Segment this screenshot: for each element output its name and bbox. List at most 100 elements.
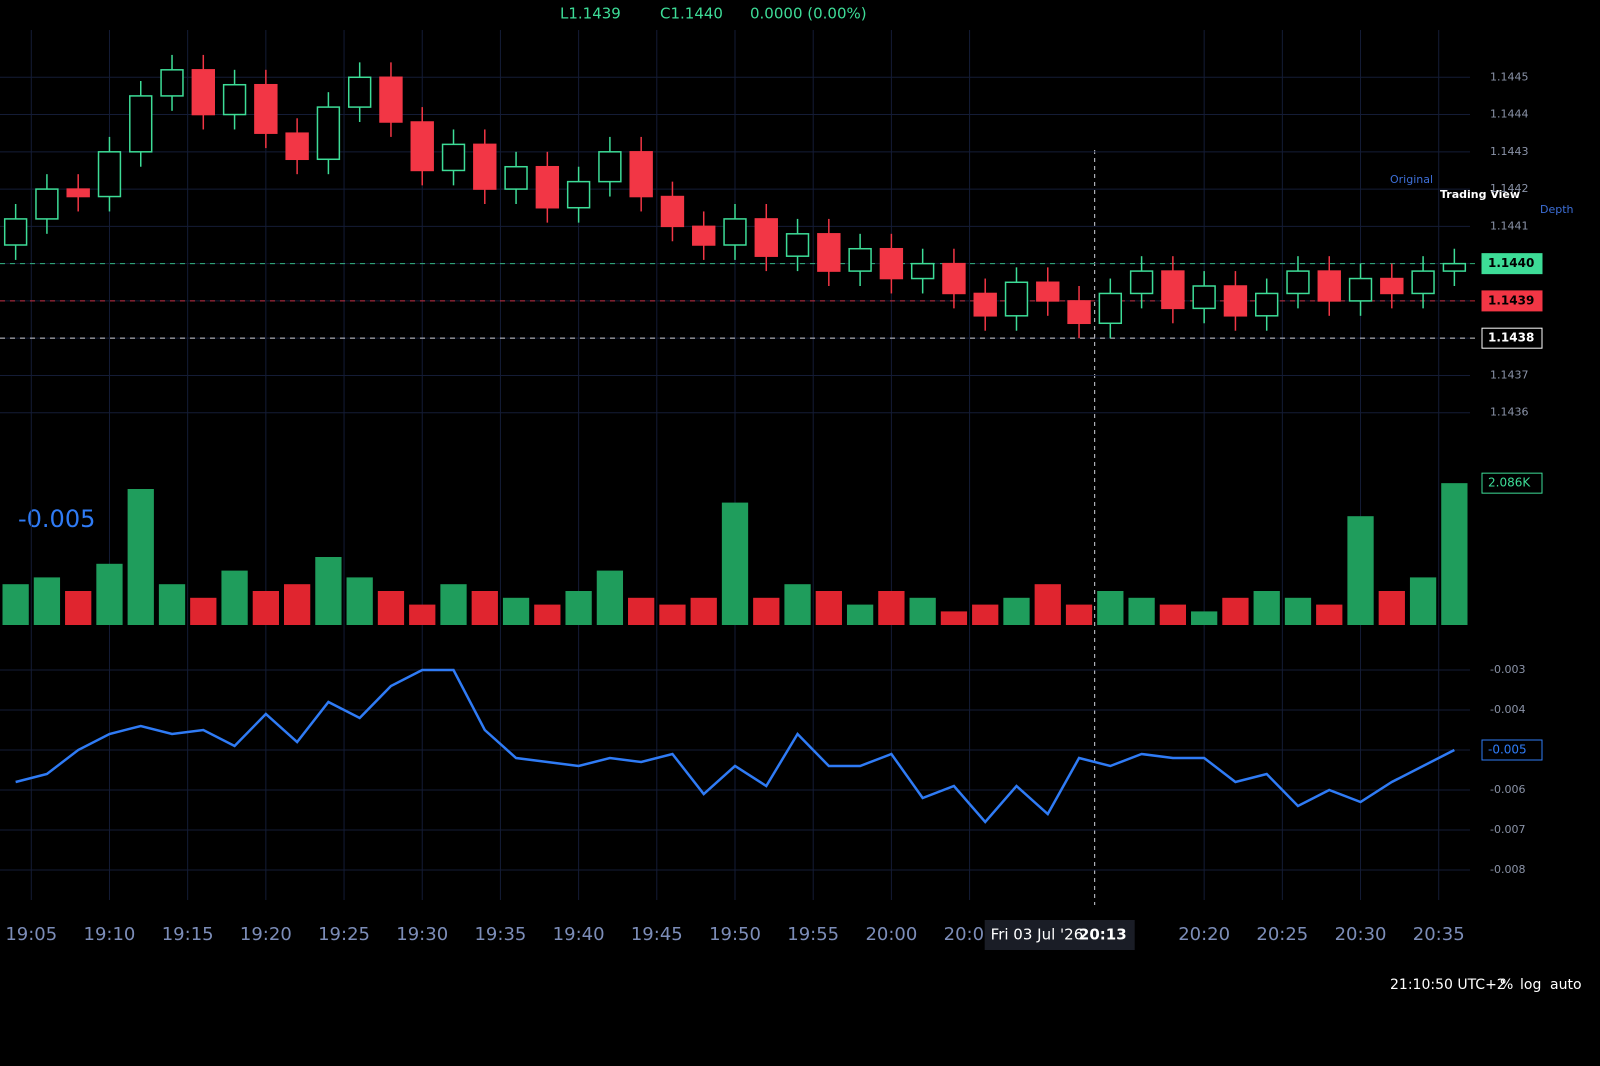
volume-bar bbox=[846, 604, 874, 625]
time-tick-label: 19:05 bbox=[5, 924, 57, 945]
candle-body bbox=[1380, 277, 1404, 295]
price-label: 1.1438 bbox=[1488, 331, 1534, 345]
volume-bar bbox=[127, 489, 154, 625]
candle-body bbox=[629, 151, 653, 198]
candle-body bbox=[504, 165, 528, 190]
candle-body bbox=[1286, 270, 1310, 295]
percent-button[interactable]: % bbox=[1500, 977, 1513, 993]
volume-label-box bbox=[1481, 472, 1543, 494]
volume-bar bbox=[96, 563, 123, 625]
volume-bar bbox=[2, 584, 29, 625]
volume-bar bbox=[1253, 591, 1280, 625]
indicator-tick-label: -0.008 bbox=[1490, 863, 1525, 876]
volume-bar bbox=[565, 591, 592, 625]
crosshair-time-box bbox=[984, 920, 1135, 950]
price-tick-label: 1.1443 bbox=[1490, 145, 1529, 158]
price-label: 1.1440 bbox=[1488, 256, 1534, 270]
candle-body bbox=[1255, 292, 1279, 317]
volume-bar bbox=[784, 584, 811, 625]
time-tick-label: 19:55 bbox=[787, 924, 839, 945]
log-button[interactable]: log bbox=[1520, 977, 1541, 993]
volume-bar bbox=[1284, 597, 1312, 625]
candle-body bbox=[316, 106, 341, 161]
volume-bar bbox=[315, 557, 342, 625]
candle-body bbox=[254, 83, 278, 134]
candle-body bbox=[1223, 285, 1248, 317]
candle-body bbox=[379, 76, 403, 123]
time-tick-label: 19:15 bbox=[162, 924, 214, 945]
candle-body bbox=[1442, 262, 1467, 272]
candle-body bbox=[879, 247, 904, 280]
candle-body bbox=[723, 218, 747, 246]
volume-bar bbox=[628, 597, 655, 625]
candle-body bbox=[160, 69, 184, 97]
volume-bar bbox=[1222, 597, 1249, 625]
ohlc-header: L1.1439 C1.1440 0.0000 (0.00%) bbox=[560, 5, 867, 23]
candle-body bbox=[1192, 285, 1216, 310]
time-tick-label: 19:45 bbox=[631, 924, 683, 945]
candle-body bbox=[848, 247, 872, 272]
time-tick-label: 19:20 bbox=[240, 924, 292, 945]
time-tick-label: 20:20 bbox=[1178, 924, 1230, 945]
price-tick-label: 1.1445 bbox=[1490, 70, 1529, 83]
volume-bar bbox=[502, 597, 530, 625]
volume-bar bbox=[909, 597, 936, 625]
ohlc-close: C1.1440 bbox=[660, 5, 723, 23]
candle-body bbox=[1098, 292, 1123, 325]
time-tick-label: 20:05 bbox=[944, 924, 996, 945]
volume-bar bbox=[409, 604, 436, 625]
price-label: 1.1439 bbox=[1488, 293, 1534, 307]
indicator-tick-label: -0.004 bbox=[1490, 703, 1525, 716]
price-tick-label: 1.1441 bbox=[1490, 219, 1529, 232]
indicator-tick-label: -0.006 bbox=[1490, 783, 1525, 796]
volume-bar bbox=[283, 584, 311, 625]
volume-bar bbox=[1034, 584, 1061, 625]
volume-bar bbox=[1097, 591, 1124, 625]
tab-trading-view[interactable]: Trading View bbox=[1440, 188, 1520, 201]
price-label-box bbox=[1481, 253, 1543, 275]
auto-button[interactable]: auto bbox=[1550, 977, 1582, 993]
candle-body bbox=[222, 83, 247, 116]
time-tick-label: 19:40 bbox=[553, 924, 605, 945]
volume-bar bbox=[1128, 597, 1155, 625]
volume-bar bbox=[1441, 483, 1468, 625]
candle-body bbox=[1411, 270, 1435, 295]
status-bar: 21:10:50 UTC+2 % log auto bbox=[1390, 977, 1582, 993]
crosshair-date: Fri 03 Jul '26 bbox=[991, 926, 1084, 944]
volume-bar bbox=[190, 597, 217, 625]
tab-original[interactable]: Original bbox=[1390, 173, 1433, 186]
price-tick-label: 1.1444 bbox=[1490, 108, 1529, 121]
candle-body bbox=[97, 151, 122, 198]
volume-bar bbox=[471, 591, 498, 625]
time-tick-label: 20:25 bbox=[1256, 924, 1308, 945]
volume-bar bbox=[534, 604, 561, 625]
volume-bar bbox=[815, 591, 842, 625]
volume-label: 2.086K bbox=[1488, 476, 1531, 490]
volume-bar bbox=[252, 591, 279, 625]
tab-depth[interactable]: Depth bbox=[1540, 203, 1574, 216]
indicator-tick-label: -0.007 bbox=[1490, 823, 1525, 836]
volume-bar bbox=[377, 591, 405, 625]
volume-bar bbox=[65, 591, 92, 625]
time-tick-label: 20:35 bbox=[1413, 924, 1465, 945]
volume-bar bbox=[1159, 604, 1187, 625]
volume-bar bbox=[158, 584, 186, 625]
volume-bar bbox=[1065, 604, 1093, 625]
volume-bar bbox=[440, 584, 467, 625]
volume-bar bbox=[659, 604, 686, 625]
candle-body bbox=[566, 180, 591, 209]
candle-body bbox=[754, 218, 778, 257]
candle-body bbox=[473, 143, 497, 190]
volume-bar bbox=[346, 577, 373, 625]
price-tick-label: 1.1437 bbox=[1490, 368, 1529, 381]
price-label-box bbox=[1481, 327, 1543, 349]
time-tick-label: 20:30 bbox=[1335, 924, 1387, 945]
price-tick-label: 1.1442 bbox=[1490, 182, 1529, 195]
candle-body bbox=[660, 195, 685, 228]
candle-body bbox=[66, 188, 90, 198]
volume-bar bbox=[753, 597, 780, 625]
volume-bar bbox=[940, 611, 968, 625]
